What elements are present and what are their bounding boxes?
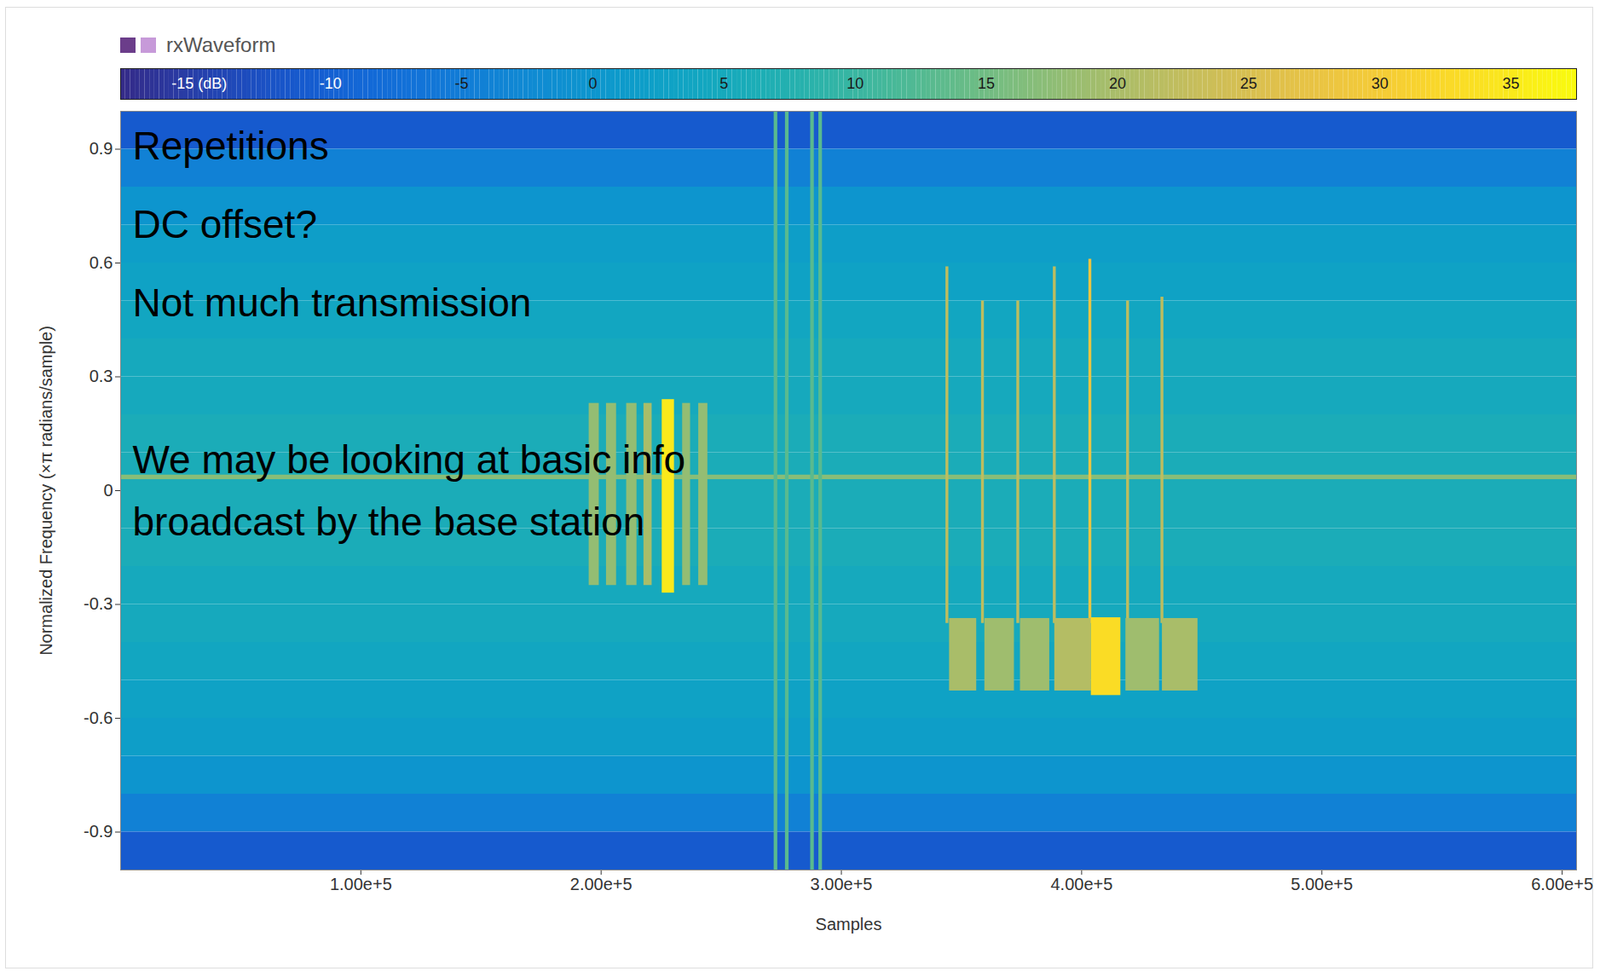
html-text:rxWaveform: rxWaveform [166, 33, 276, 57]
svg-text:Samples: Samples [815, 914, 883, 934]
svg-text:15: 15 [977, 75, 995, 93]
svg-text:-0.3: -0.3 [83, 594, 113, 613]
svg-text:We may be looking at basic inf: We may be looking at basic infobroadcast… [132, 437, 687, 545]
svg-text:20: 20 [1109, 75, 1127, 93]
svg-text:-15 (dB): -15 (dB) [171, 75, 227, 93]
svg-text:0: 0 [588, 75, 597, 93]
svg-text:5.00e+5: 5.00e+5 [1290, 874, 1353, 894]
svg-text:0.9: 0.9 [89, 138, 114, 158]
svg-text:2.00e+5: 2.00e+5 [570, 874, 633, 894]
svg-text:0.3: 0.3 [89, 366, 114, 386]
svg-text:1.00e+5: 1.00e+5 [329, 874, 393, 894]
svg-text:0: 0 [103, 480, 113, 500]
svg-text:-10: -10 [319, 75, 342, 93]
svg-text:5: 5 [719, 75, 728, 93]
svg-text:0.6: 0.6 [89, 253, 114, 272]
svg-text:6.00e+5: 6.00e+5 [1530, 874, 1594, 894]
svg-text:10: 10 [846, 75, 864, 93]
svg-text:35: 35 [1502, 75, 1520, 93]
svg-text:4.00e+5: 4.00e+5 [1050, 874, 1113, 894]
svg-text:25: 25 [1240, 75, 1258, 93]
svg-text:30: 30 [1371, 75, 1389, 93]
svg-text:DC offset?: DC offset? [132, 202, 318, 247]
svg-text:Repetitions: Repetitions [132, 123, 330, 168]
svg-text:-0.6: -0.6 [83, 708, 113, 728]
svg-text:Not much transmission: Not much transmission [132, 280, 532, 325]
svg-text:3.00e+5: 3.00e+5 [810, 874, 873, 894]
svg-text:-5: -5 [455, 75, 469, 93]
svg-text:-0.9: -0.9 [83, 821, 113, 841]
svg-text:Normalized Frequency (×π radia: Normalized Frequency (×π radians/sample) [36, 325, 56, 656]
